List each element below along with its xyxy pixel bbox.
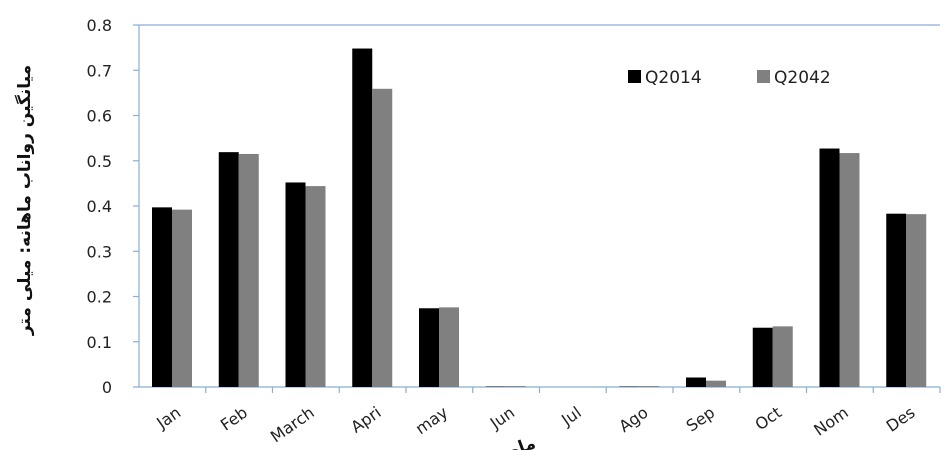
x-tick-labels: Jan Feb March Apri may Jun Jul Ago Sep Oct Nom Des bbox=[152, 403, 918, 447]
y-tick-label: 0.5 bbox=[87, 152, 112, 171]
x-tick-label: may bbox=[412, 403, 451, 439]
legend-swatch-q2014 bbox=[628, 70, 641, 83]
y-tick-label: 0 bbox=[102, 378, 112, 397]
bar-q2042-march bbox=[305, 186, 326, 387]
y-tick-label: 0.6 bbox=[87, 107, 112, 126]
y-tick-label: 0.2 bbox=[87, 288, 112, 307]
bar-q2014-jan bbox=[152, 207, 172, 387]
legend-label-q2042: Q2042 bbox=[774, 68, 831, 88]
bar-q2042-des bbox=[906, 214, 927, 387]
bar-q2042-sep bbox=[706, 380, 726, 387]
bar-q2014-march bbox=[285, 182, 306, 387]
x-tick-label: Nom bbox=[810, 403, 851, 440]
legend-label-q2014: Q2014 bbox=[645, 68, 702, 88]
x-tick-label: Jan bbox=[152, 403, 184, 433]
x-tick-label: Feb bbox=[217, 403, 251, 435]
y-tick-labels: 0 0.1 0.2 0.3 0.4 0.5 0.6 0.7 0.8 bbox=[87, 16, 112, 397]
y-tick-label: 0.7 bbox=[87, 61, 112, 80]
legend: Q2014 Q2042 bbox=[628, 68, 831, 88]
bar-q2042-oct bbox=[772, 326, 793, 387]
bar-q2042-may bbox=[439, 307, 459, 387]
bar-q2014-may bbox=[419, 308, 439, 387]
legend-swatch-q2042 bbox=[757, 70, 770, 83]
bar-q2014-sep bbox=[686, 377, 706, 387]
bar-q2014-des bbox=[886, 213, 907, 387]
bar-q2014-nom bbox=[819, 148, 840, 387]
x-tick-label: March bbox=[267, 403, 318, 447]
bar-q2042-jan bbox=[172, 209, 192, 387]
bar-q2014-oct bbox=[752, 327, 773, 387]
bar-q2042-jun bbox=[505, 386, 526, 387]
x-tick-label: Ago bbox=[615, 403, 651, 436]
x-tick-label: Jun bbox=[486, 403, 518, 433]
y-tick-label: 0.1 bbox=[87, 333, 112, 352]
y-tick-label: 0.4 bbox=[87, 197, 112, 216]
bar-q2042-feb bbox=[238, 153, 259, 387]
bar-q2042-apri bbox=[372, 88, 393, 388]
bar-q2014-apri bbox=[352, 48, 373, 387]
bars bbox=[152, 48, 927, 388]
y-tick-label: 0.3 bbox=[87, 242, 112, 261]
x-tick-label: Oct bbox=[751, 403, 785, 434]
x-axis-label: ماه bbox=[506, 433, 538, 450]
x-tick-label: Apri bbox=[347, 403, 384, 437]
x-tick-label: Des bbox=[883, 403, 919, 436]
y-tick-label: 0.8 bbox=[87, 16, 112, 35]
bar-q2042-ago bbox=[639, 386, 660, 387]
bar-q2042-nom bbox=[839, 153, 860, 387]
y-axis-label: میانگین رواناب ماهانه: میلی متر bbox=[14, 65, 35, 336]
x-tick-label: Sep bbox=[683, 403, 719, 436]
axes bbox=[133, 24, 941, 393]
bar-q2014-feb bbox=[218, 152, 239, 387]
x-tick-label: Jul bbox=[557, 403, 585, 430]
